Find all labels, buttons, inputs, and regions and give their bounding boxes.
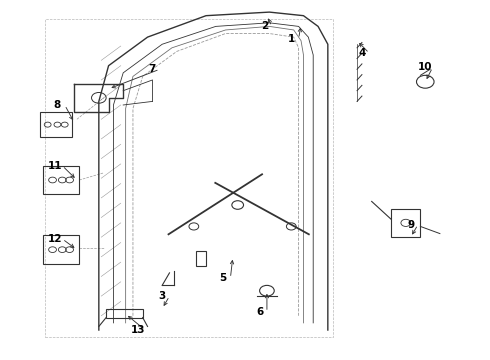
Text: 11: 11 [48, 161, 62, 171]
Text: 10: 10 [418, 63, 433, 72]
Text: 5: 5 [220, 273, 227, 283]
Text: 6: 6 [256, 307, 263, 317]
Text: 3: 3 [159, 291, 166, 301]
Text: 7: 7 [149, 64, 156, 74]
Text: 2: 2 [261, 21, 268, 31]
Text: 12: 12 [48, 234, 62, 244]
Text: 8: 8 [54, 100, 61, 110]
Text: 1: 1 [288, 34, 295, 44]
Text: 4: 4 [358, 48, 366, 58]
Text: 9: 9 [407, 220, 414, 230]
Text: 13: 13 [130, 325, 145, 335]
